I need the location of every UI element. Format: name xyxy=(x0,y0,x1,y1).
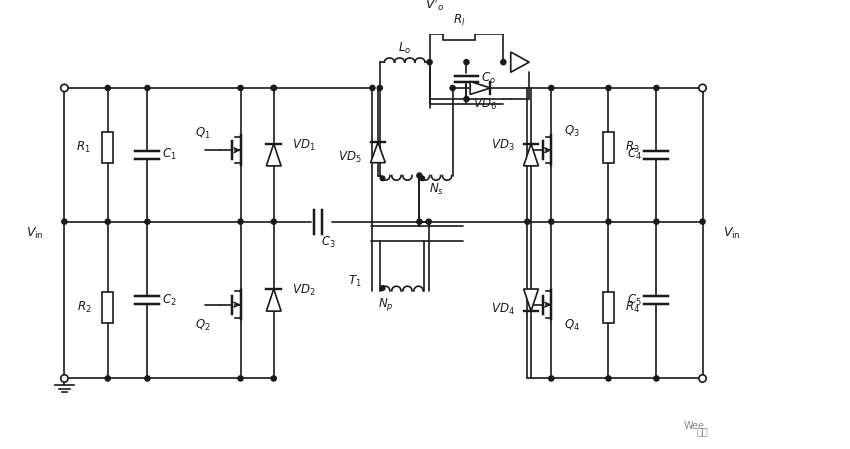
Text: $V'_o$: $V'_o$ xyxy=(424,0,444,13)
Text: $R_1$: $R_1$ xyxy=(76,140,91,155)
Circle shape xyxy=(238,376,243,381)
Text: $L_o$: $L_o$ xyxy=(398,41,411,56)
Polygon shape xyxy=(524,289,538,311)
Circle shape xyxy=(699,84,706,92)
Circle shape xyxy=(654,85,659,91)
Bar xyxy=(102,132,113,163)
Circle shape xyxy=(416,219,422,224)
Text: $N_p$: $N_p$ xyxy=(378,296,394,313)
Circle shape xyxy=(238,85,243,91)
Circle shape xyxy=(105,376,111,381)
Polygon shape xyxy=(371,142,385,163)
Circle shape xyxy=(105,219,111,224)
Circle shape xyxy=(416,173,422,178)
Text: 维库: 维库 xyxy=(697,427,709,436)
Polygon shape xyxy=(524,144,538,166)
Circle shape xyxy=(606,376,611,381)
Text: $C_4$: $C_4$ xyxy=(626,147,642,163)
Polygon shape xyxy=(470,82,490,94)
Text: $T_1$: $T_1$ xyxy=(348,274,361,289)
Polygon shape xyxy=(266,289,281,311)
Text: $Q_4$: $Q_4$ xyxy=(564,317,581,333)
Text: $N_s$: $N_s$ xyxy=(428,182,444,197)
Circle shape xyxy=(62,219,67,224)
Bar xyxy=(603,132,614,163)
Text: $C_1$: $C_1$ xyxy=(162,147,177,163)
Text: $VD_1$: $VD_1$ xyxy=(292,138,315,153)
Text: $VD_6$: $VD_6$ xyxy=(473,97,496,112)
Circle shape xyxy=(271,85,276,91)
Circle shape xyxy=(377,85,382,91)
Circle shape xyxy=(105,85,111,91)
Text: $VD_4$: $VD_4$ xyxy=(490,302,514,317)
Text: $VD_2$: $VD_2$ xyxy=(292,283,315,299)
Circle shape xyxy=(524,219,530,224)
Text: $Q_2$: $Q_2$ xyxy=(195,317,211,333)
Bar xyxy=(603,292,614,323)
Text: $R_4$: $R_4$ xyxy=(625,300,640,315)
Circle shape xyxy=(700,219,706,224)
Circle shape xyxy=(271,85,276,91)
Circle shape xyxy=(426,219,431,224)
Circle shape xyxy=(606,85,611,91)
Circle shape xyxy=(60,375,68,382)
Circle shape xyxy=(238,219,243,224)
Circle shape xyxy=(144,219,150,224)
Circle shape xyxy=(654,219,659,224)
Text: $C_o$: $C_o$ xyxy=(481,71,496,86)
Circle shape xyxy=(464,60,469,65)
Circle shape xyxy=(420,176,424,180)
Text: $VD_3$: $VD_3$ xyxy=(490,138,514,153)
Text: $C_3$: $C_3$ xyxy=(321,234,336,250)
Text: $R_2$: $R_2$ xyxy=(76,300,91,315)
Text: $R_l$: $R_l$ xyxy=(453,13,465,28)
Bar xyxy=(444,29,475,40)
Circle shape xyxy=(60,84,68,92)
Circle shape xyxy=(501,60,506,65)
Text: $V_{\rm in}$: $V_{\rm in}$ xyxy=(722,226,740,241)
Circle shape xyxy=(699,375,706,382)
Text: $Q_1$: $Q_1$ xyxy=(195,126,211,141)
Circle shape xyxy=(464,97,469,101)
Text: $V_{\rm in}$: $V_{\rm in}$ xyxy=(26,226,44,241)
Circle shape xyxy=(144,376,150,381)
Text: Wee: Wee xyxy=(684,421,705,431)
Circle shape xyxy=(654,376,659,381)
Circle shape xyxy=(450,85,456,91)
Circle shape xyxy=(380,286,385,291)
Bar xyxy=(102,292,113,323)
Circle shape xyxy=(271,376,276,381)
Text: $VD_5$: $VD_5$ xyxy=(337,150,361,165)
Circle shape xyxy=(549,376,554,381)
Text: $C_5$: $C_5$ xyxy=(627,292,642,308)
Circle shape xyxy=(606,219,611,224)
Circle shape xyxy=(271,219,276,224)
Circle shape xyxy=(370,85,375,91)
Text: $R_3$: $R_3$ xyxy=(625,140,640,155)
Polygon shape xyxy=(511,52,530,72)
Text: $C_2$: $C_2$ xyxy=(162,292,177,308)
Polygon shape xyxy=(266,144,281,166)
Text: $Q_3$: $Q_3$ xyxy=(564,124,580,139)
Circle shape xyxy=(427,60,432,65)
Circle shape xyxy=(549,219,554,224)
Circle shape xyxy=(144,85,150,91)
Circle shape xyxy=(549,85,554,91)
Circle shape xyxy=(380,176,385,180)
